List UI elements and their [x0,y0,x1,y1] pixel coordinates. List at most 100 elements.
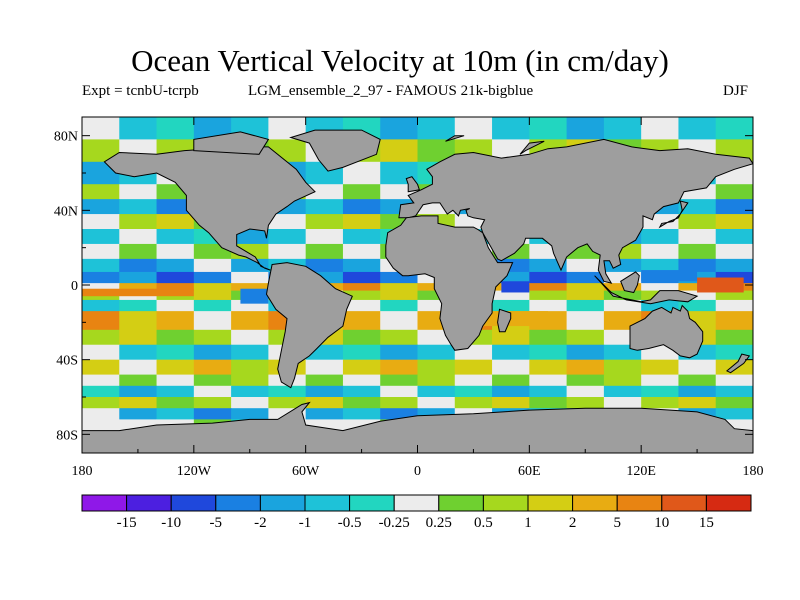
field-cell [678,374,717,387]
field-cell [193,385,232,398]
field-cell [342,258,381,273]
field-cell [82,359,120,376]
lon-tick-label: 120W [177,464,212,479]
field-cell [342,344,381,361]
field-cell [119,199,158,215]
field-cell [380,329,418,346]
colorbar-swatch [259,494,306,512]
field-cell [268,117,307,140]
field-cell [603,117,642,140]
field-cell [231,258,269,273]
field-cell [305,199,344,215]
map-title: Ocean Vertical Velocity at 10m (in cm/da… [131,43,669,78]
field-cell [268,385,307,398]
field-cell [156,117,195,140]
field-cell [641,385,679,398]
field-cell [193,359,232,376]
field-cell [566,329,605,346]
colorbar-swatch [705,494,752,512]
field-cell [119,117,158,140]
field-cell [119,385,158,398]
colorbar-label: -15 [117,515,137,531]
colorbar-label: -1 [299,515,312,531]
field-cell [119,283,158,292]
field-cell [678,243,717,260]
field-cell [715,229,753,245]
field-cell [82,374,120,387]
field-cell [678,117,717,140]
field-cell [82,271,120,284]
field-cell [417,385,456,398]
field-cell [417,359,456,376]
field-cell [119,408,158,420]
field-cell [342,271,381,284]
field-cell [454,397,493,409]
field-cell [380,290,418,301]
field-cell [156,271,195,284]
field-cell [715,258,753,273]
field-cell [715,408,753,420]
field-cell [641,397,679,409]
colorbar-swatch [215,494,261,512]
field-cell [678,290,717,301]
field-cell [231,397,269,409]
field-feature [641,270,698,282]
field-cell [305,243,344,260]
field-cell [82,311,120,331]
field-cell [193,311,232,331]
field-cell [156,258,195,273]
field-cell [417,139,456,163]
colorbar-label: 2 [569,515,577,531]
field-cell [641,374,679,387]
run-label: LGM_ensemble_2_97 - FAMOUS 21k-bigblue [248,83,534,99]
land-polygon [289,129,381,172]
field-cell [156,299,195,312]
land-polygon [265,262,353,389]
field-cell [529,344,568,361]
colorbar-label: 1 [524,515,532,531]
field-cell [566,290,605,301]
field-cell [715,290,753,301]
field-cell [82,243,120,260]
field-cell [231,283,269,292]
field-cell [492,329,530,346]
field-cell [342,374,381,387]
colorbar-swatch [438,494,484,512]
field-cell [529,271,568,284]
field-cell [231,344,269,361]
colorbar-swatch [482,494,529,512]
land-polygon [385,215,514,351]
field-cell [380,397,418,409]
field-cell [231,271,269,284]
field-cell [342,408,381,420]
field-cell [156,283,195,292]
field-cell [380,299,418,312]
field-cell [342,214,381,230]
field-cell [603,290,642,301]
colorbar-swatch [393,494,440,512]
field-cell [268,397,307,409]
colorbar: -15 -10 -5 -2 -1 -0.5 -0.25 0.25 0.5 1 2 5 10 15 [81,494,752,531]
field-cell [305,374,344,387]
land-polygon [405,176,421,193]
field-cell [492,117,530,140]
field-cell [82,329,120,346]
field-cell [342,184,381,200]
field-cell [603,385,642,398]
field-cell [417,299,456,312]
field-cell [305,184,344,200]
field-cell [119,184,158,200]
field-cell [82,299,120,312]
field-cell [492,344,530,361]
field-cell [156,374,195,387]
field-cell [529,290,568,301]
land-polygon [519,140,545,155]
field-cell [82,385,120,398]
field-cell [678,214,717,230]
field-cell [119,374,158,387]
field-cell [678,299,717,312]
field-cell [380,408,418,420]
field-cell [529,299,568,312]
field-cell [156,311,195,331]
